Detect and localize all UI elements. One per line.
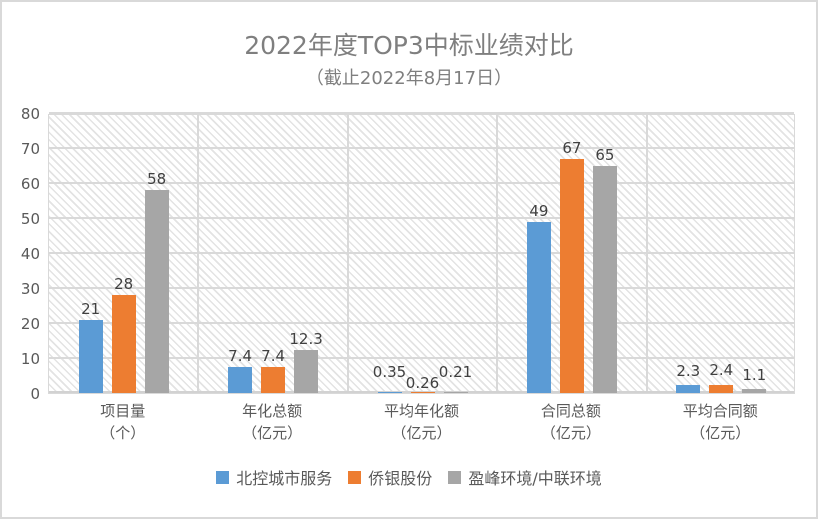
bar-value-label: 67 [562,138,582,157]
bar-北控城市服务-平均合同额 [676,384,701,393]
legend-item-盈峰环境/中联环境: 盈峰环境/中联环境 [448,465,602,489]
gridline-10 [49,357,794,359]
category-separator [346,115,349,393]
bar-value-label: 0.35 [372,362,407,381]
y-tick-label-30: 30 [20,280,40,298]
category-unit: （个） [100,424,146,442]
bar-value-label: 12.3 [289,329,323,348]
bar-value-label: 2.3 [676,361,701,380]
bar-value-label: 2.4 [709,360,734,379]
category-unit: （亿元） [391,424,452,442]
y-tick-label-10: 10 [20,350,40,368]
bar-value-label: 0.26 [405,374,440,393]
y-tick-label-50: 50 [20,210,40,228]
category-label-年化总额: 年化总额 （亿元） [197,400,346,444]
legend-label: 北控城市服务 [236,469,333,488]
legend-item-侨银股份: 侨银股份 [348,465,432,489]
category-separator [645,115,648,393]
category-name: 合同总额 [540,402,601,420]
bar-北控城市服务-项目量 [78,319,103,393]
bar-value-label: 0.21 [438,363,473,382]
bar-侨银股份-平均年化额 [410,392,435,393]
category-label-平均年化额: 平均年化额 （亿元） [347,400,496,444]
category-name: 平均年化额 [383,402,459,420]
bar-侨银股份-平均合同额 [709,384,734,393]
category-separator [197,115,200,393]
category-name: 年化总额 [242,402,303,420]
legend-label: 侨银股份 [368,469,433,488]
bar-value-label: 28 [114,275,134,293]
bar-value-label: 7.4 [261,347,286,366]
legend-swatch [348,470,362,484]
bar-盈峰环境/中联环境-合同总额 [592,165,617,393]
bar-侨银股份-年化总额 [261,367,286,393]
bar-北控城市服务-年化总额 [228,367,253,393]
bar-盈峰环境/中联环境-平均年化额 [443,392,468,393]
plot-area: 21 28 58 7.4 7.4 12.3 0.35 0.26 0.21 49 67 65 2.3 2.4… [48,112,795,394]
bar-value-label: 7.4 [228,347,253,366]
legend-swatch [216,470,230,484]
category-separator [496,115,499,393]
chart-title: 2022年度TOP3中标业绩对比 [244,31,574,60]
gridline-80 [49,112,794,114]
gridline-30 [49,287,794,289]
bar-value-label: 65 [595,145,615,164]
bar-盈峰环境/中联环境-项目量 [144,190,169,393]
bar-value-label: 21 [81,299,101,318]
bar-侨银股份-项目量 [111,295,136,393]
y-tick-label-20: 20 [20,315,40,333]
category-unit: （亿元） [540,424,601,442]
category-name: 项目量 [100,402,146,420]
y-tick-label-0: 0 [30,385,40,403]
gridline-60 [49,182,794,184]
category-name: 平均合同额 [682,402,758,420]
y-tick-label-70: 70 [20,140,40,158]
gridline-40 [49,252,794,254]
gridline-50 [49,217,794,219]
bar-盈峰环境/中联环境-平均合同额 [742,389,767,393]
gridline-20 [49,322,794,324]
legend-label: 盈峰环境/中联环境 [468,469,602,488]
bar-value-label: 58 [147,170,167,188]
y-tick-label-80: 80 [20,105,40,123]
category-unit: （亿元） [690,424,751,442]
y-tick-label-60: 60 [20,175,40,193]
category-label-平均合同额: 平均合同额 （亿元） [646,400,795,444]
legend: 北控城市服务 侨银股份 盈峰环境/中联环境 [2,465,816,489]
bar-侨银股份-合同总额 [559,158,584,393]
legend-swatch [448,470,462,484]
bar-盈峰环境/中联环境-年化总额 [294,349,319,393]
bar-北控城市服务-平均年化额 [377,391,402,393]
y-tick-label-40: 40 [20,245,40,263]
bar-value-label: 49 [529,201,549,220]
category-unit: （亿元） [242,424,303,442]
category-label-项目量: 项目量 （个） [48,400,197,444]
legend-item-北控城市服务: 北控城市服务 [216,465,332,489]
bar-北控城市服务-合同总额 [526,221,551,393]
bar-value-label: 1.1 [742,366,767,385]
category-label-合同总额: 合同总额 （亿元） [496,400,645,444]
chart-subtitle: （截止2022年8月17日） [305,68,513,89]
gridline-70 [49,147,794,149]
